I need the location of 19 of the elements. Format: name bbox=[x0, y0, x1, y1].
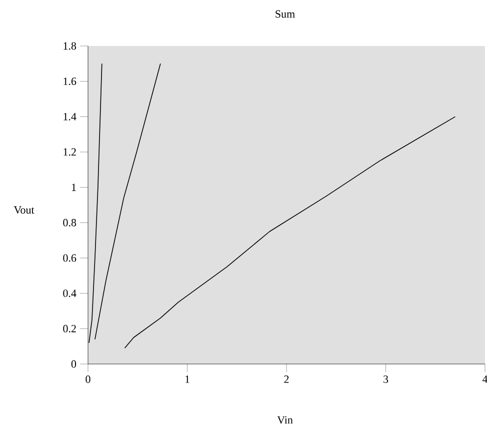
y-tick-label: 1 bbox=[72, 184, 76, 191]
x-tick-label: 3 bbox=[384, 376, 388, 383]
y-tick-label: 1.4 bbox=[64, 112, 76, 120]
y-tick-label: 0.4 bbox=[63, 290, 76, 298]
y-tick-label: 1.8 bbox=[64, 42, 76, 50]
y-tick-label: 1.6 bbox=[64, 78, 76, 86]
y-tick-label: 1.2 bbox=[64, 148, 76, 156]
y-tick-label: 0.8 bbox=[63, 218, 76, 226]
y-tick-label: 0.2 bbox=[63, 324, 76, 332]
line-series bbox=[94, 63, 161, 340]
line-series bbox=[124, 116, 456, 348]
y-axis-title: Vout bbox=[14, 206, 34, 214]
y-tick-label: 0 bbox=[71, 360, 76, 368]
x-tick-label: 2 bbox=[284, 376, 289, 383]
y-tick-label: 0.6 bbox=[63, 254, 76, 262]
x-axis-title: Vin bbox=[277, 416, 293, 424]
chart-title: Sum bbox=[276, 10, 295, 18]
x-tick-label: 1 bbox=[185, 376, 190, 383]
x-tick-label: 0 bbox=[86, 376, 90, 383]
